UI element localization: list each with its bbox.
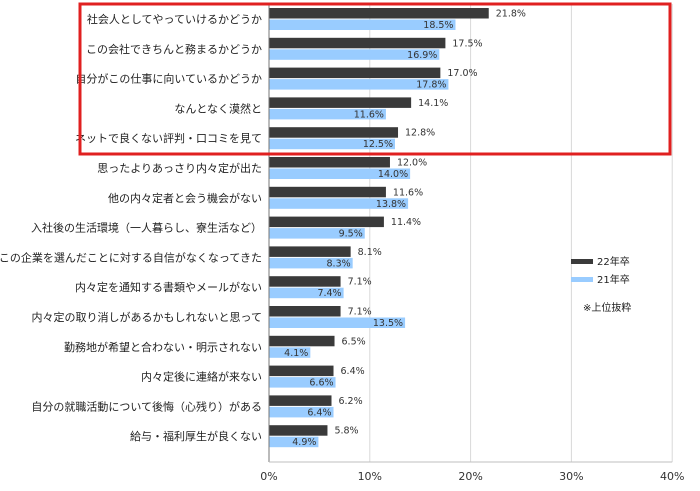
data-label: 7.4% bbox=[317, 288, 341, 299]
data-label: 11.6% bbox=[354, 109, 384, 120]
bar-22-sotsu bbox=[269, 216, 384, 228]
legend-label: 22年卒 bbox=[597, 255, 630, 268]
bar-21-sotsu bbox=[269, 377, 336, 388]
bar-22-sotsu bbox=[269, 335, 335, 347]
category-label: 自分がこの仕事に向いているかどうか bbox=[75, 72, 262, 86]
category-label: 内々定後に連絡が来ない bbox=[141, 370, 262, 384]
category-label: この企業を選んだことに対する自信がなくなってきた bbox=[0, 250, 262, 264]
category-label: 思ったよりあっさり内々定が出た bbox=[97, 161, 262, 175]
bar-21-sotsu bbox=[269, 347, 311, 358]
bar-21-sotsu bbox=[269, 49, 440, 60]
bar-22-sotsu bbox=[269, 395, 332, 406]
data-label: 4.9% bbox=[292, 437, 316, 448]
bar-22-sotsu bbox=[269, 276, 341, 287]
data-label: 17.8% bbox=[416, 80, 446, 91]
bar-22-sotsu bbox=[269, 246, 351, 257]
category-label: 入社後の生活環境（一人暮らし、寮生活など） bbox=[31, 221, 262, 235]
data-label: 14.1% bbox=[418, 98, 448, 109]
legend-swatch-22-sotsu bbox=[571, 259, 593, 264]
data-label: 6.6% bbox=[309, 378, 333, 389]
bar-22-sotsu bbox=[269, 8, 489, 19]
bar-22-sotsu bbox=[269, 97, 412, 108]
category-label: 内々定の取り消しがあるかもしれないと思って bbox=[32, 310, 262, 324]
data-label: 14.0% bbox=[378, 169, 408, 180]
data-label: 18.5% bbox=[423, 20, 453, 31]
bar-22-sotsu bbox=[269, 67, 441, 79]
bar-21-sotsu bbox=[269, 168, 411, 179]
legend-label: 21年卒 bbox=[597, 273, 630, 286]
data-label: 8.1% bbox=[358, 247, 382, 258]
category-label: 社会人としてやっていけるかどうか bbox=[87, 12, 262, 26]
category-label: 自分の就職活動について後悔（心残り）がある bbox=[31, 399, 262, 413]
data-label: 12.8% bbox=[405, 128, 435, 139]
bar-22-sotsu bbox=[269, 157, 390, 168]
data-label: 13.5% bbox=[373, 318, 403, 329]
data-label: 4.1% bbox=[284, 348, 308, 359]
bar-21-sotsu bbox=[269, 406, 334, 418]
bar-21-sotsu bbox=[269, 287, 344, 299]
legend-swatch-21-sotsu bbox=[571, 277, 593, 282]
x-tick-label: 30% bbox=[559, 470, 583, 483]
data-label: 11.6% bbox=[393, 187, 423, 198]
bar-22-sotsu bbox=[269, 365, 334, 377]
x-tick-label: 0% bbox=[260, 470, 277, 483]
bar-21-sotsu bbox=[269, 228, 365, 239]
x-tick-label: 10% bbox=[358, 470, 382, 483]
bar-21-sotsu bbox=[269, 79, 449, 90]
bar-21-sotsu bbox=[269, 257, 353, 269]
data-label: 11.4% bbox=[391, 217, 421, 228]
highlight-box bbox=[78, 2, 672, 156]
data-label: 13.8% bbox=[376, 199, 406, 210]
data-label: 6.2% bbox=[338, 396, 362, 407]
category-label: 勤務地が希望と合わない・明示されない bbox=[64, 340, 262, 354]
bar-21-sotsu bbox=[269, 138, 395, 150]
bar-22-sotsu bbox=[269, 425, 328, 436]
x-tick-label: 40% bbox=[660, 470, 684, 483]
bar-22-sotsu bbox=[269, 306, 341, 317]
data-label: 7.1% bbox=[348, 307, 372, 318]
bar-22-sotsu bbox=[269, 186, 386, 198]
bar-21-sotsu bbox=[269, 19, 456, 30]
category-label: ネットで良くない評判・口コミを見て bbox=[75, 131, 262, 145]
data-label: 17.5% bbox=[452, 38, 482, 49]
data-label: 6.4% bbox=[307, 407, 331, 418]
bar-21-sotsu bbox=[269, 436, 319, 448]
category-label: 他の内々定者と会う機会がない bbox=[108, 191, 262, 205]
category-label: この会社できちんと務まるかどうか bbox=[86, 42, 262, 56]
bar-22-sotsu bbox=[269, 127, 399, 138]
bar-21-sotsu bbox=[269, 198, 409, 209]
data-label: 6.4% bbox=[341, 366, 365, 377]
data-label: 12.0% bbox=[397, 158, 427, 169]
data-label: 7.1% bbox=[348, 277, 372, 288]
bar-21-sotsu bbox=[269, 108, 386, 120]
category-label: なんとなく漠然と bbox=[174, 101, 262, 115]
data-label: 17.0% bbox=[447, 68, 477, 79]
note-text: ※上位抜粋 bbox=[583, 301, 631, 314]
data-label: 16.9% bbox=[407, 50, 437, 61]
category-label: 給与・福利厚生が良くない bbox=[130, 429, 262, 443]
data-label: 6.5% bbox=[342, 336, 366, 347]
category-label: 内々定を通知する書類やメールがない bbox=[75, 280, 262, 294]
x-tick-label: 20% bbox=[458, 470, 482, 483]
data-label: 8.3% bbox=[327, 258, 351, 269]
data-label: 9.5% bbox=[339, 229, 363, 240]
data-label: 5.8% bbox=[334, 426, 358, 437]
bar-22-sotsu bbox=[269, 37, 446, 49]
data-label: 21.8% bbox=[496, 9, 526, 20]
bar-21-sotsu bbox=[269, 317, 406, 328]
data-label: 12.5% bbox=[363, 139, 393, 150]
